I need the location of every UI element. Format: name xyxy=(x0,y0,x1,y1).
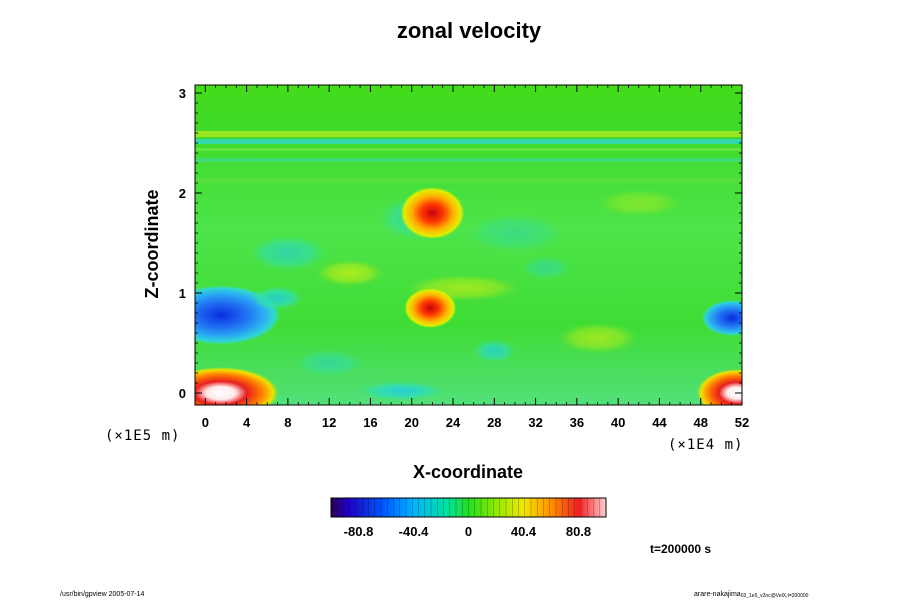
footer-right-note: arare-nakajima03_1e5_v2nc@VelX,t=200000 xyxy=(694,591,809,599)
x-tick-label: 20 xyxy=(405,415,419,430)
x-tick-label: 52 xyxy=(735,415,749,430)
x-axis: 0 4 8 12 16 20 24 28 32 36 40 44 48 52 xyxy=(202,85,749,430)
x-tick-label: 12 xyxy=(322,415,336,430)
y-tick-label: 1 xyxy=(179,286,186,301)
negative-lobe-left-tail xyxy=(251,286,304,310)
colorbar: -80.8 -40.4 0 40.4 80.8 xyxy=(330,497,607,539)
x-tick-label: 40 xyxy=(611,415,625,430)
y-axis: 0 1 2 3 xyxy=(179,86,742,401)
x-tick-label: 32 xyxy=(528,415,542,430)
footer-right-main: arare-nakajima xyxy=(694,591,741,598)
y-scale-label: (×1E5 m) xyxy=(105,428,180,444)
negative-lobe-right xyxy=(701,300,742,336)
field-patch xyxy=(247,235,328,271)
y-tick-label: 2 xyxy=(179,186,186,201)
negative-lobe-bottom xyxy=(357,381,446,401)
footer-left-note: /usr/bin/gpview 2005-07-14 xyxy=(60,591,145,598)
x-tick-label: 36 xyxy=(570,415,584,430)
x-tick-label: 44 xyxy=(652,415,667,430)
x-tick-label: 24 xyxy=(446,415,461,430)
x-tick-label: 4 xyxy=(243,415,251,430)
band-lower xyxy=(195,158,742,162)
field-patch xyxy=(472,339,517,363)
footer-right-sub: 03_1e5_v2nc@VelX,t=200000 xyxy=(741,593,809,599)
field-patch xyxy=(519,256,572,280)
positive-core-upper xyxy=(400,187,465,239)
x-tick-label: 8 xyxy=(284,415,291,430)
field-patch xyxy=(464,213,565,253)
y-axis-label: Z-coordinate xyxy=(142,189,162,298)
band-cyan xyxy=(195,139,742,144)
time-label: t=200000 s xyxy=(650,542,711,556)
colorbar-tick-label: -40.4 xyxy=(399,524,429,539)
colorbar-tick-label: -80.8 xyxy=(344,524,374,539)
field-patch xyxy=(555,322,640,354)
x-scale-label: (×1E4 m) xyxy=(668,437,743,453)
field-patch xyxy=(293,349,366,377)
x-tick-label: 0 xyxy=(202,415,209,430)
x-tick-label: 16 xyxy=(363,415,377,430)
colorbar-frame xyxy=(330,497,607,518)
colorbar-tick-label: 80.8 xyxy=(566,524,591,539)
colorbar-tick-label: 0 xyxy=(465,524,472,539)
velocity-field xyxy=(195,85,742,405)
x-axis-label: X-coordinate xyxy=(413,462,523,482)
field-patch xyxy=(594,189,683,217)
positive-core-lower xyxy=(404,288,457,328)
band-lowest xyxy=(195,178,742,183)
x-tick-label: 48 xyxy=(693,415,707,430)
plot-frame xyxy=(194,84,743,406)
y-tick-label: 0 xyxy=(179,386,186,401)
band-mid xyxy=(195,148,742,151)
field-patch xyxy=(313,259,386,287)
chart-title: zonal velocity xyxy=(397,18,542,43)
colorbar-tick-label: 40.4 xyxy=(511,524,537,539)
x-tick-label: 28 xyxy=(487,415,501,430)
positive-core-surface-right xyxy=(696,369,742,405)
positive-core-surface-left xyxy=(195,367,279,405)
band-upper xyxy=(195,131,742,137)
y-tick-label: 3 xyxy=(179,86,186,101)
